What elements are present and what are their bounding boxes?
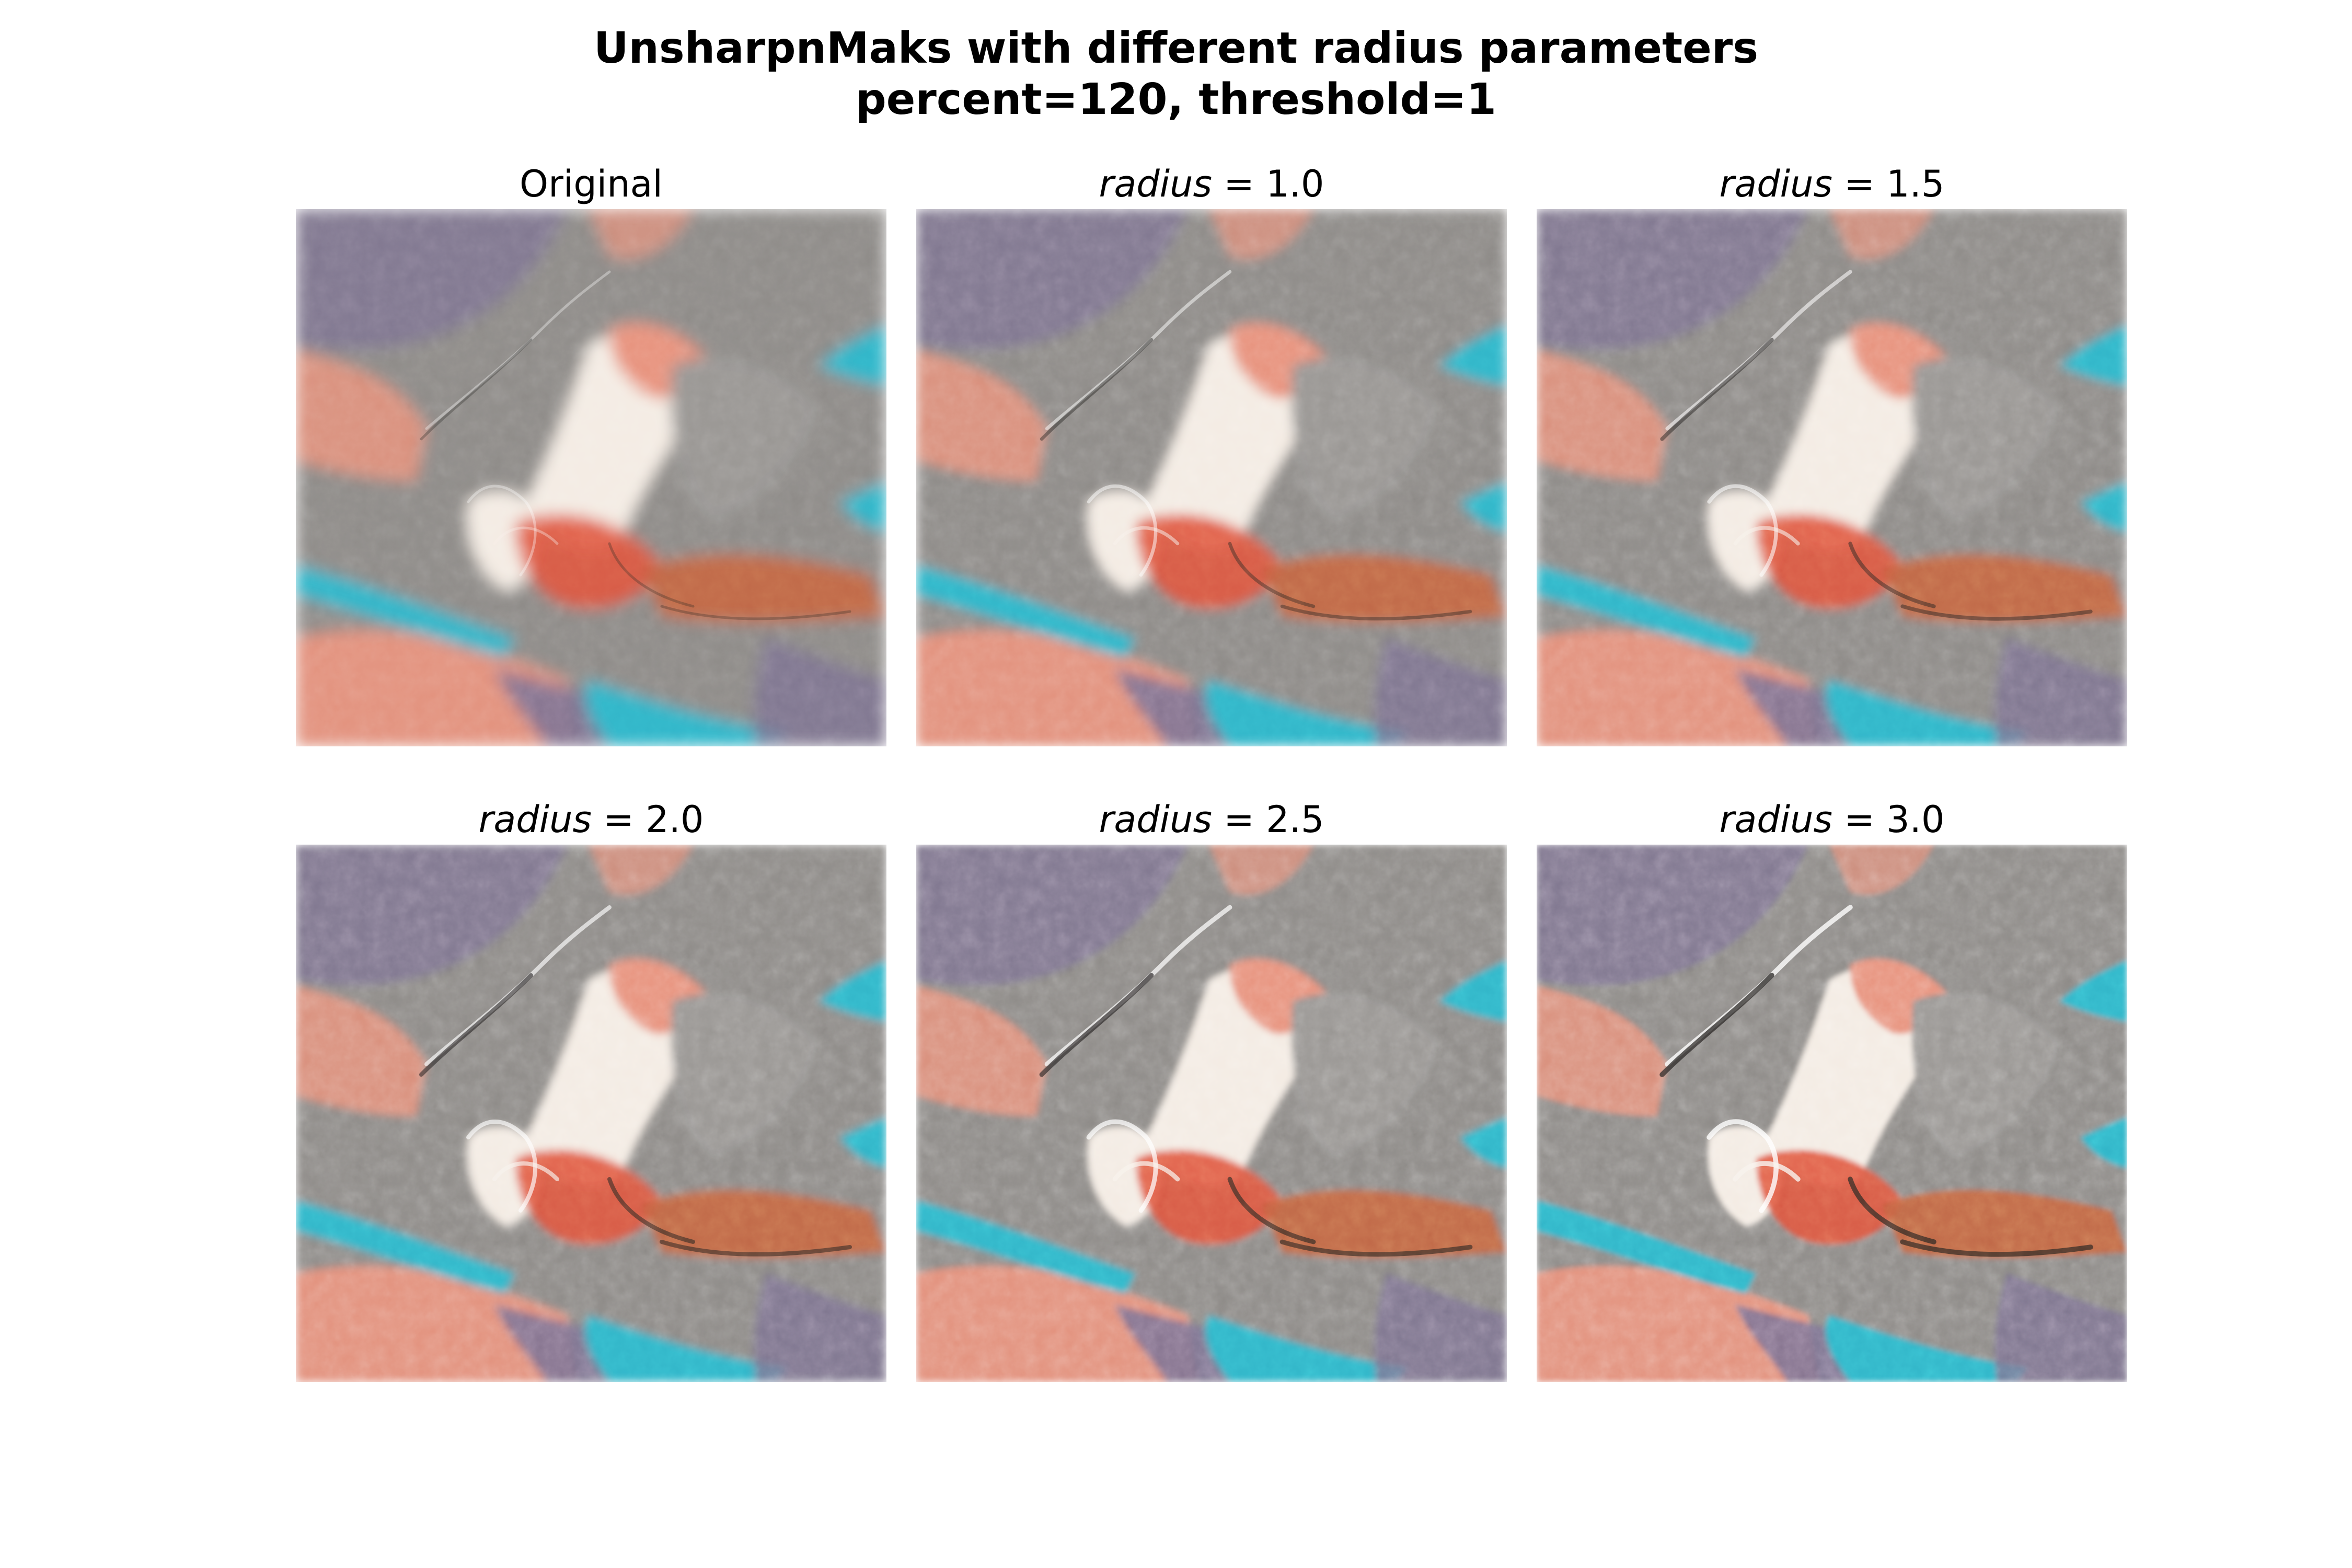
panel-title-value: = 1.0 (1212, 163, 1324, 205)
panel-title-value: = 2.5 (1212, 798, 1324, 841)
panel-original: Original (296, 163, 886, 746)
panel-title: radius = 2.0 (296, 799, 886, 840)
terrain-texture (296, 845, 886, 1382)
panel-title: radius = 1.5 (1537, 163, 2127, 205)
panel-title: radius = 2.5 (916, 799, 1507, 840)
panel-title-var: radius (1719, 798, 1832, 841)
terrain-image (296, 845, 886, 1382)
panel-title-value: = 1.5 (1832, 163, 1945, 205)
terrain-texture (1537, 845, 2127, 1382)
panel-title-var: radius (478, 798, 592, 841)
panel-radius-1-5: radius = 1.5 (1537, 163, 2127, 746)
panel-title: radius = 3.0 (1537, 799, 2127, 840)
terrain-texture (916, 845, 1507, 1382)
panel-title-var: radius (1719, 163, 1832, 205)
figure-title-line-1: UnsharpnMaks with different radius param… (593, 24, 1759, 73)
panel-title-value: = 3.0 (1832, 798, 1945, 841)
panel-title-var: radius (1099, 798, 1212, 841)
panel-radius-2-5: radius = 2.5 (916, 799, 1507, 1382)
terrain-texture (916, 209, 1507, 746)
figure-title-line-2: percent=120, threshold=1 (856, 75, 1496, 124)
panel-title-var: radius (1099, 163, 1212, 205)
figure-title: UnsharpnMaks with different radius param… (0, 23, 2352, 125)
terrain-image (296, 209, 886, 746)
terrain-image (1537, 845, 2127, 1382)
terrain-image (916, 209, 1507, 746)
terrain-image (1537, 209, 2127, 746)
terrain-image (916, 845, 1507, 1382)
panel-radius-1-0: radius = 1.0 (916, 163, 1507, 746)
panel-title-value: = 2.0 (591, 798, 704, 841)
panel-radius-3-0: radius = 3.0 (1537, 799, 2127, 1382)
panel-title: radius = 1.0 (916, 163, 1507, 205)
panel-title: Original (296, 163, 886, 205)
terrain-texture (296, 209, 886, 746)
panel-radius-2-0: radius = 2.0 (296, 799, 886, 1382)
terrain-texture (1537, 209, 2127, 746)
panel-title-label: Original (520, 163, 663, 205)
